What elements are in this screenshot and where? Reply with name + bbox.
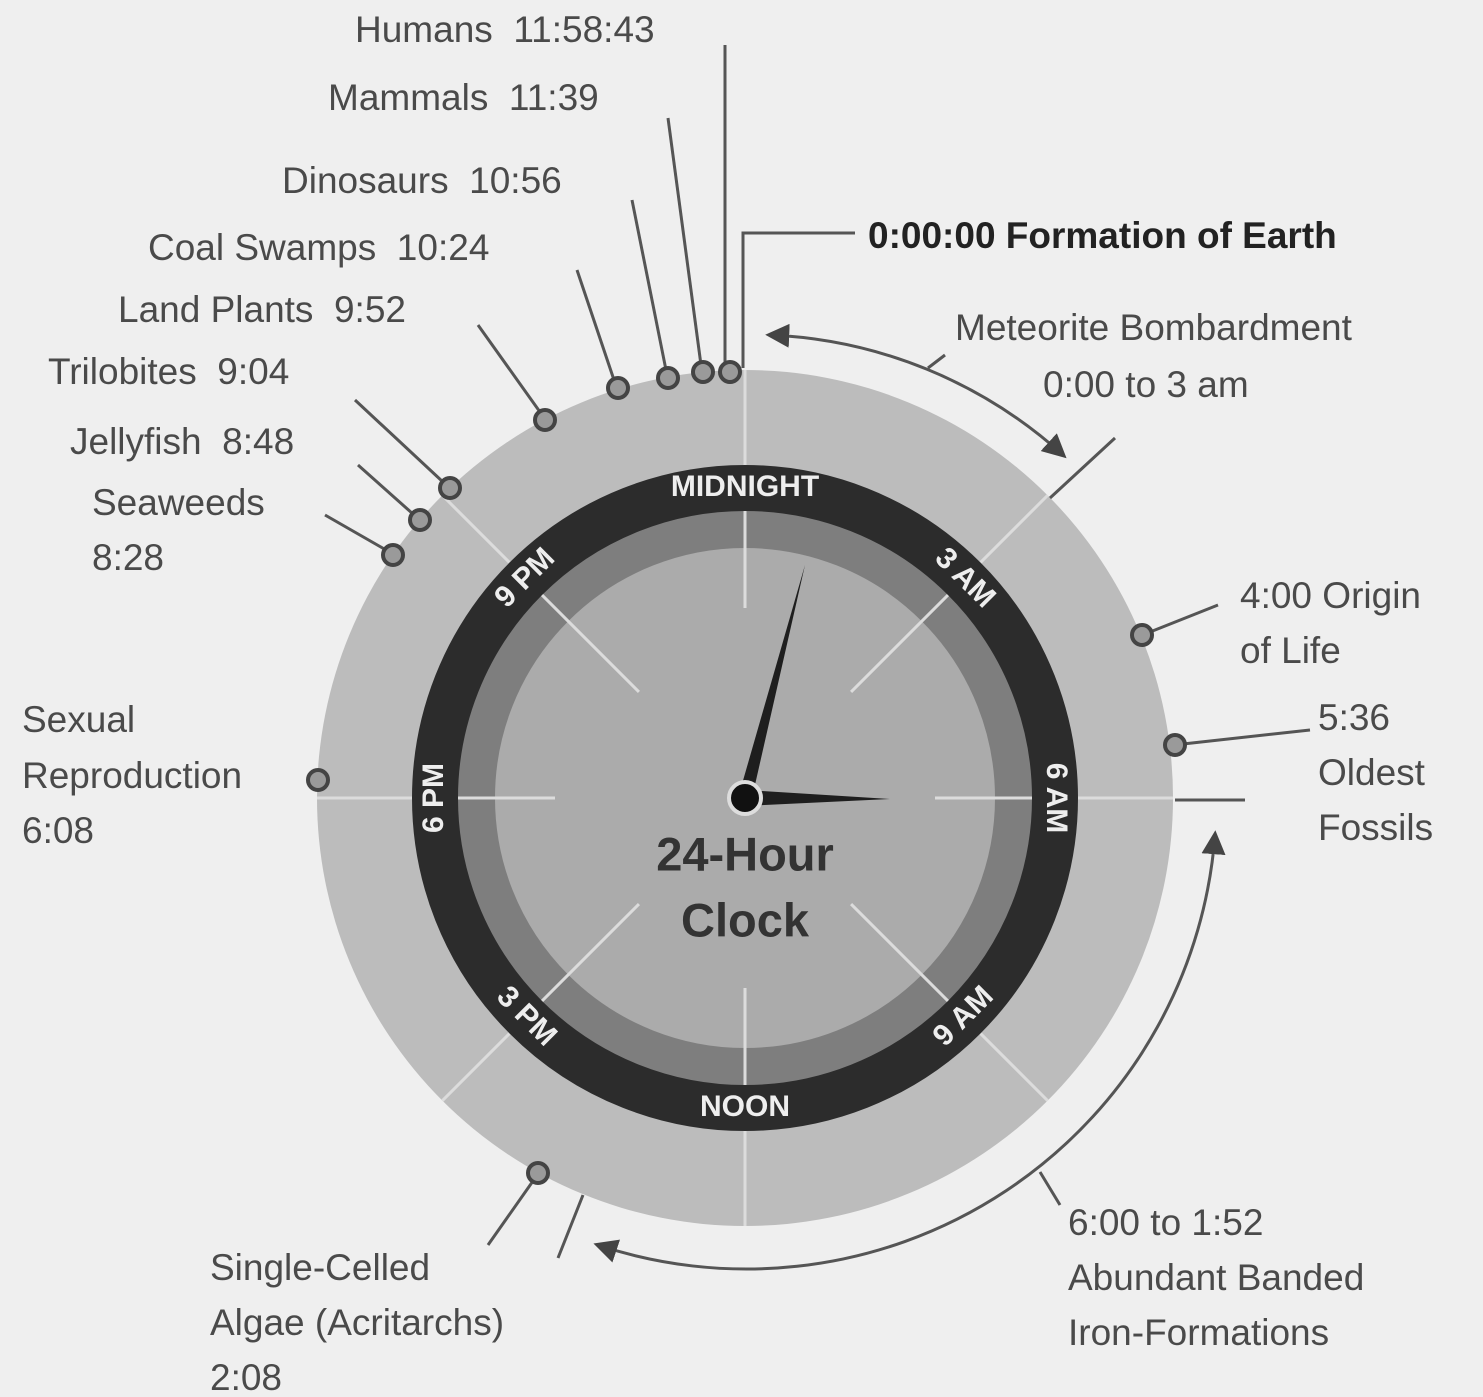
event-label: of Life (1240, 630, 1341, 671)
event-dot (606, 376, 630, 400)
event-dot (691, 360, 715, 384)
minute-hand (745, 790, 890, 806)
event-dot (408, 508, 432, 532)
span-tick (556, 1194, 585, 1259)
event-label: Seaweeds (92, 482, 265, 523)
event-dot (718, 360, 742, 384)
leader (927, 353, 946, 370)
event-label: Reproduction (22, 755, 242, 796)
center-title: Clock (681, 893, 810, 946)
events: Humans 11:58:43 Mammals 11:39 Dinosaurs 10… (22, 9, 1433, 1397)
leader (1182, 728, 1311, 746)
event-label: 8:28 (92, 537, 164, 578)
event-label: Jellyfish 8:48 (70, 421, 294, 462)
span-tick (1048, 436, 1117, 500)
event-label: 0:00:00 Formation of Earth (868, 215, 1337, 256)
leader (1038, 1171, 1062, 1206)
leader (666, 117, 703, 366)
event-label: Fossils (1318, 807, 1433, 848)
event-dot (533, 408, 557, 432)
event-label: Algae (Acritarchs) (210, 1302, 504, 1343)
event-label: 5:36 (1318, 697, 1390, 738)
leader (486, 1180, 535, 1246)
leader (353, 398, 445, 484)
leader (1149, 603, 1219, 634)
spans (556, 231, 1245, 1271)
event-label: Humans 11:58:43 (355, 9, 655, 50)
event-label: 2:08 (210, 1357, 282, 1397)
event-label: Abundant Banded (1068, 1257, 1364, 1298)
event-label: Trilobites 9:04 (48, 351, 289, 392)
event-dot (1163, 733, 1187, 757)
hub (727, 780, 763, 816)
event-label: Sexual (22, 699, 135, 740)
event-dot (438, 476, 462, 500)
event-label: 4:00 Origin (1240, 575, 1421, 616)
leader (741, 231, 855, 368)
span-arrow (593, 830, 1226, 1271)
event-label: Oldest (1318, 752, 1426, 793)
event-dot (306, 768, 330, 792)
event-label: 6:00 to 1:52 (1068, 1202, 1263, 1243)
event-label: Dinosaurs 10:56 (282, 160, 562, 201)
event-label: 0:00 to 3 am (1043, 364, 1249, 405)
event-label: Meteorite Bombardment (955, 307, 1353, 348)
event-dot (1130, 623, 1154, 647)
hands (727, 565, 890, 816)
event-dot (526, 1161, 550, 1185)
leader (476, 324, 542, 413)
leader (575, 269, 616, 381)
event-dot (381, 543, 405, 567)
event-label: 6:08 (22, 810, 94, 851)
leader (630, 199, 668, 371)
center-title: 24-Hour (656, 827, 834, 880)
event-label: Iron-Formations (1068, 1312, 1329, 1353)
dial-label: NOON (700, 1090, 790, 1123)
event-label: Coal Swamps 10:24 (148, 227, 489, 268)
span-arrow (765, 323, 1067, 459)
leader (324, 513, 387, 552)
event-label: Mammals 11:39 (328, 77, 599, 118)
hour-hand (738, 565, 805, 798)
leader (357, 463, 414, 516)
dial-label: 6 PM (417, 763, 450, 833)
dial-label: MIDNIGHT (671, 470, 819, 503)
event-dot (656, 366, 680, 390)
event-label: Land Plants 9:52 (118, 289, 406, 330)
dial-label: 6 AM (1040, 763, 1073, 834)
event-label: Single-Celled (210, 1247, 430, 1288)
